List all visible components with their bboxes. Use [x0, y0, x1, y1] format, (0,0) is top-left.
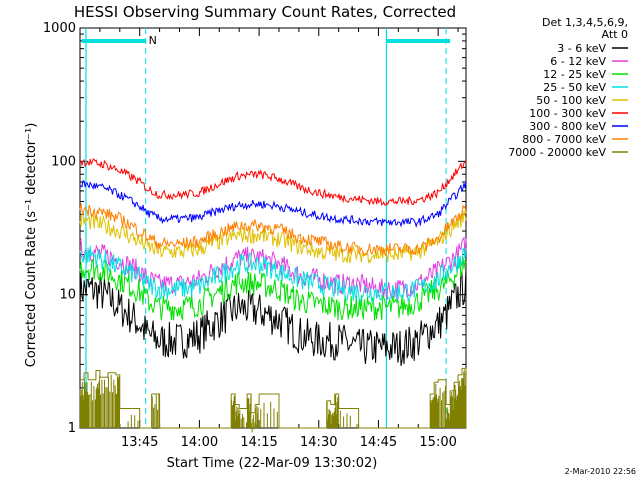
- legend-label: 7000 - 20000 keV: [508, 146, 606, 159]
- series-6-12-kev-line: [79, 236, 467, 300]
- x-tick-label: 14:00: [181, 435, 218, 450]
- y-axis-label: Corrected Count Rate (s⁻¹ detector⁻¹): [24, 123, 39, 368]
- y-tick-label: 1000: [43, 21, 76, 36]
- x-tick-label: 14:30: [300, 435, 337, 450]
- legend-header: Att 0: [602, 28, 628, 41]
- series-3-6-kev-line: [79, 267, 467, 366]
- timestamp: 2-Mar-2010 22:56: [565, 467, 636, 476]
- series-50-100-kev-line: [79, 210, 467, 264]
- flag-marker-label: N: [149, 34, 157, 47]
- legend-label: 12 - 25 keV: [543, 68, 606, 81]
- series-100-300-kev-line: [79, 158, 467, 206]
- x-tick-label: 15:00: [419, 435, 456, 450]
- series-7000-20000-kev-line: [79, 367, 467, 433]
- x-axis-label: Start Time (22-Mar-09 13:30:02): [167, 456, 378, 471]
- legend-label: 800 - 7000 keV: [522, 133, 606, 146]
- x-tick-label: 14:45: [360, 435, 397, 450]
- y-tick-label: 10: [59, 288, 76, 303]
- series-800-7000-kev-line: [79, 203, 467, 258]
- plot-area: 1 10 100 1000 13:45 14:00 14:15 14:30 14:45 15:00…: [43, 21, 467, 450]
- series-300-800-kev-line: [79, 180, 467, 229]
- legend-label: 25 - 50 keV: [543, 81, 606, 94]
- legend-label: 100 - 300 keV: [529, 107, 606, 120]
- series-12-25-kev-line: [79, 256, 467, 321]
- plot-frame: [79, 27, 467, 429]
- legend-label: 50 - 100 keV: [536, 94, 606, 107]
- legend-label: 6 - 12 keV: [550, 55, 606, 68]
- legend-label: 300 - 800 keV: [529, 120, 606, 133]
- y-tick-label: 1: [68, 421, 76, 436]
- chart-title: HESSI Observing Summary Count Rates, Cor…: [74, 3, 456, 21]
- x-tick-label: 13:45: [121, 435, 158, 450]
- x-tick-label: 14:15: [240, 435, 277, 450]
- series-25-50-kev-line: [79, 245, 467, 304]
- legend-label: 3 - 6 keV: [557, 42, 606, 55]
- y-tick-label: 100: [51, 154, 76, 169]
- legend-header: Det 1,3,4,5,6,9,: [542, 16, 628, 29]
